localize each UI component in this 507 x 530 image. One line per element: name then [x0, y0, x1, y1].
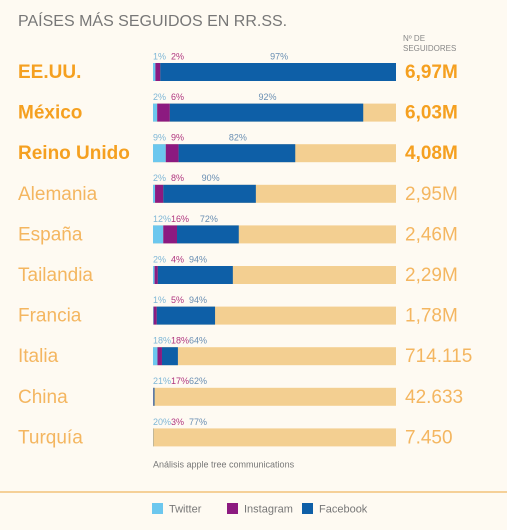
percent-label: 12%	[153, 214, 171, 224]
percent-label: 20%	[153, 417, 171, 427]
category-label: Alemania	[18, 184, 98, 205]
total-label: 2,46M	[405, 224, 458, 245]
percent-label: 6%	[171, 92, 184, 102]
bar-segment	[165, 144, 179, 163]
percent-label: 18%	[171, 336, 189, 346]
legend-label: Instagram	[244, 503, 293, 515]
percent-label: 1%	[153, 51, 166, 61]
percent-label: 94%	[189, 254, 207, 264]
percent-label: 18%	[153, 336, 171, 346]
percent-label: 62%	[189, 376, 207, 386]
total-label: 42.633	[405, 387, 463, 408]
bar-segment	[153, 266, 155, 284]
category-label: Tailandia	[18, 265, 93, 286]
percent-label: 2%	[153, 92, 166, 102]
legend-label: Twitter	[169, 503, 202, 515]
bar-background	[153, 428, 396, 447]
bar-segment	[160, 63, 396, 81]
percent-label: 9%	[171, 133, 184, 143]
header-box: Nº DE SEGUIDORES	[403, 34, 457, 53]
percent-label: 94%	[189, 295, 207, 305]
category-label: China	[18, 387, 68, 408]
bar-segment	[153, 306, 154, 325]
category-label: EE.UU.	[18, 62, 81, 83]
bar-segment	[153, 103, 158, 122]
total-label: 2,95M	[405, 184, 458, 205]
bar-segment	[163, 184, 256, 203]
bar-segment	[154, 266, 158, 284]
percent-label: 64%	[189, 336, 207, 346]
category-label: Turquía	[18, 427, 83, 448]
bar-segment	[157, 266, 233, 284]
bar-segment	[153, 63, 156, 81]
category-label: México	[18, 103, 82, 124]
percent-label: 2%	[153, 254, 166, 264]
value-header: Nº DE SEGUIDORES	[403, 34, 457, 53]
percent-label: 92%	[259, 92, 277, 102]
bar-segment	[155, 63, 161, 81]
bar-segment	[169, 103, 364, 122]
source: Análisis apple tree communications	[153, 459, 295, 469]
bar-segment	[157, 347, 162, 366]
percent-label: 8%	[171, 173, 184, 183]
bar-segment	[178, 144, 296, 163]
total-label: 7.450	[405, 427, 453, 448]
legend-swatch	[302, 503, 313, 514]
bar-segment	[161, 347, 178, 366]
total-label: 4,08M	[405, 143, 458, 164]
bar-segment	[153, 347, 158, 366]
bar-background	[153, 347, 396, 366]
percent-label: 90%	[202, 173, 220, 183]
percent-label: 82%	[229, 133, 247, 143]
percent-label: 77%	[189, 417, 207, 427]
bar-segment	[153, 144, 166, 163]
percent-label: 72%	[200, 214, 218, 224]
percent-label: 1%	[153, 295, 166, 305]
bar-segment	[155, 184, 164, 203]
category-label: Francia	[18, 306, 82, 327]
total-label: 6,03M	[405, 103, 458, 124]
percent-label: 17%	[171, 376, 189, 386]
bar-background	[153, 387, 396, 406]
percent-label: 16%	[171, 214, 189, 224]
percent-label: 4%	[171, 254, 184, 264]
bar-segment	[153, 306, 157, 325]
bar-segment	[153, 387, 155, 406]
bar-segment	[177, 225, 239, 244]
legend-swatch	[227, 503, 238, 514]
bar-segment	[153, 225, 164, 244]
percent-label: 21%	[153, 376, 171, 386]
bar-segment	[157, 103, 170, 122]
total-label: 714.115	[405, 346, 472, 367]
total-label: 6,97M	[405, 62, 458, 83]
category-label: Reino Unido	[18, 143, 130, 164]
category-label: Italia	[18, 346, 59, 367]
percent-label: 3%	[171, 417, 184, 427]
category-label: España	[18, 224, 83, 245]
percent-label: 5%	[171, 295, 184, 305]
bar-segment	[163, 225, 178, 244]
percent-label: 2%	[171, 51, 184, 61]
total-label: 1,78M	[405, 306, 458, 327]
bar-segment	[156, 306, 216, 325]
legend-swatch	[152, 503, 163, 514]
percent-label: 2%	[153, 173, 166, 183]
total-label: 2,29M	[405, 265, 458, 286]
bar-segment	[153, 184, 156, 203]
percent-label: 9%	[153, 133, 166, 143]
legend-label: Facebook	[319, 503, 368, 515]
chart-title: PAÍSES MÁS SEGUIDOS EN RR.SS.	[18, 11, 287, 30]
percent-label: 97%	[270, 51, 288, 61]
